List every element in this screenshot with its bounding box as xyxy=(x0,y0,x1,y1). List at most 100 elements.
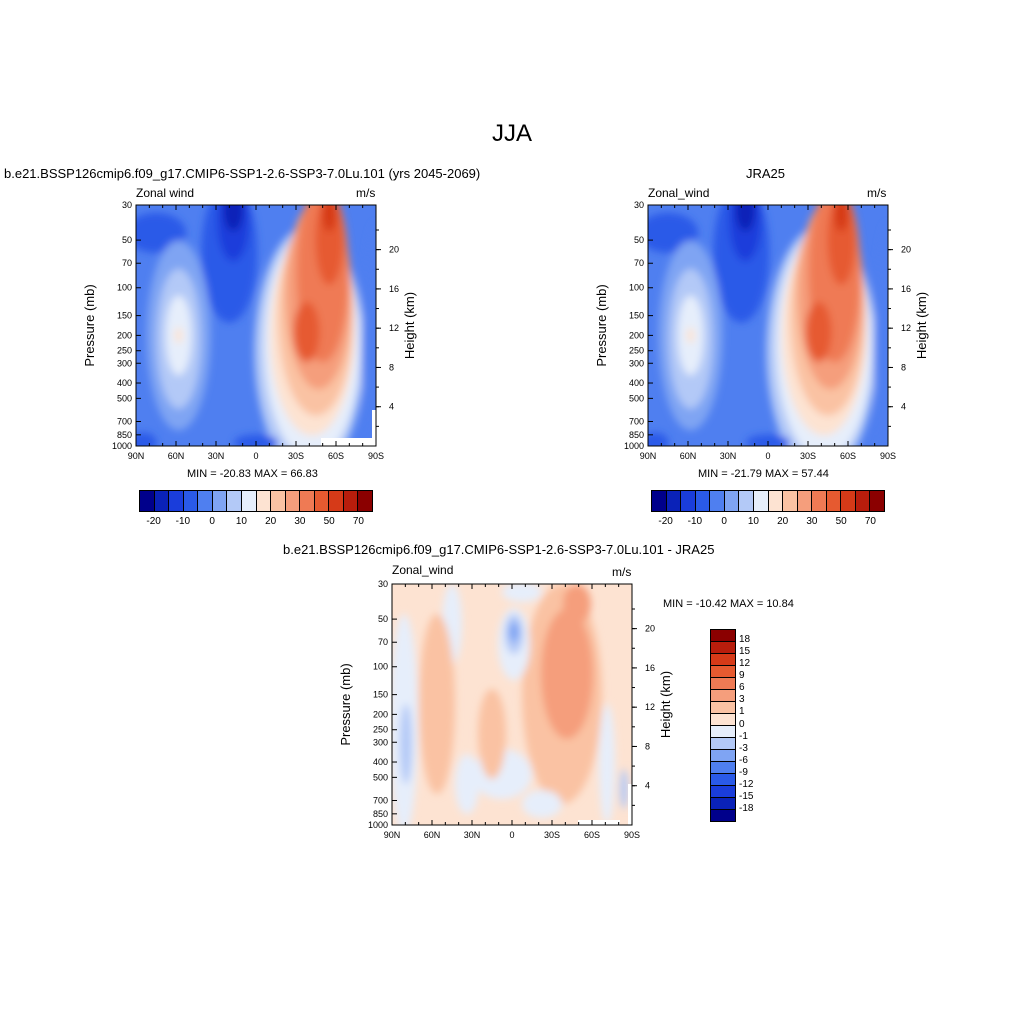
y2-axis-title: Height (km) xyxy=(658,671,673,738)
p-tick-label: 150 xyxy=(117,311,132,321)
missing-data xyxy=(321,438,373,446)
x-tick-label: 30N xyxy=(464,830,481,840)
contour-region-14 xyxy=(599,704,615,824)
p-tick-label: 30 xyxy=(634,200,644,210)
x-tick-label: 60S xyxy=(584,830,600,840)
colorbar-label: -10 xyxy=(175,516,191,527)
h-tick-label: 4 xyxy=(645,781,650,791)
p-tick-label: 1000 xyxy=(112,441,132,451)
p-tick-label: 400 xyxy=(117,378,132,388)
diff-units-label: m/s xyxy=(612,565,632,579)
x-tick-label: 90N xyxy=(384,830,401,840)
colorbar-label: -15 xyxy=(739,790,754,802)
contour-region-16 xyxy=(322,205,337,232)
colorbar-swatch xyxy=(711,810,735,821)
contour-region-19 xyxy=(648,432,669,446)
x-tick-label: 30N xyxy=(720,451,737,461)
colorbar-swatch xyxy=(183,491,199,511)
colorbar-swatch xyxy=(711,750,735,762)
p-tick-label: 250 xyxy=(117,346,132,356)
h-tick-label: 8 xyxy=(389,362,394,372)
contour-region-17 xyxy=(362,223,376,446)
x-tick-label: 30S xyxy=(288,451,304,461)
colorbar-label: 50 xyxy=(835,516,847,527)
colorbar-label: 1 xyxy=(739,706,745,718)
y2-axis-title: Height (km) xyxy=(914,292,929,359)
colorbar-swatch xyxy=(812,491,827,511)
colorbar-swatch xyxy=(140,491,155,511)
p-tick-label: 150 xyxy=(373,690,388,700)
colorbar-swatch xyxy=(711,762,735,774)
missing-data-edge xyxy=(372,410,376,446)
contour-region-18 xyxy=(746,434,790,446)
model-min-max: MIN = -20.83 MAX = 66.83 xyxy=(187,468,318,480)
contour-region-18 xyxy=(234,434,278,446)
colorbar-swatch xyxy=(826,491,842,511)
x-tick-label: 30S xyxy=(800,451,816,461)
obs-units-label: m/s xyxy=(867,186,887,200)
colorbar-swatch xyxy=(241,491,257,511)
p-tick-label: 30 xyxy=(122,200,132,210)
p-tick-label: 70 xyxy=(122,258,132,268)
x-tick-label: 90S xyxy=(368,451,384,461)
colorbar-label: 3 xyxy=(739,694,745,706)
p-tick-label: 700 xyxy=(629,416,644,426)
x-tick-label: 60S xyxy=(840,451,856,461)
x-tick-label: 0 xyxy=(509,830,514,840)
p-tick-label: 200 xyxy=(117,330,132,340)
colorbar-swatch xyxy=(256,491,272,511)
x-tick-label: 90S xyxy=(880,451,896,461)
colorbar-swatch xyxy=(154,491,170,511)
p-tick-label: 100 xyxy=(117,283,132,293)
colorbar-label: -20 xyxy=(658,516,673,527)
y-axis-title: Pressure (mb) xyxy=(594,284,609,366)
colorbar-swatch xyxy=(739,491,754,511)
colorbar-swatch xyxy=(666,491,682,511)
p-tick-label: 500 xyxy=(117,393,132,403)
colorbar-label: 20 xyxy=(265,516,277,527)
obs-min-max: MIN = -21.79 MAX = 57.44 xyxy=(698,468,829,480)
colorbar-label: 10 xyxy=(235,516,247,527)
p-tick-label: 300 xyxy=(629,358,644,368)
diff-contour-plot: 90N 60N 30N 0 30S 60S 90S 30 50 70 100 150 200 250 300… xyxy=(338,579,673,840)
colorbar-swatch xyxy=(783,491,798,511)
colorbar-label: -3 xyxy=(739,742,748,754)
p-tick-label: 1000 xyxy=(624,441,644,451)
h-tick-label: 20 xyxy=(901,245,911,255)
p-tick-label: 300 xyxy=(373,737,388,747)
contour-region-19 xyxy=(136,432,157,446)
colorbar-swatch xyxy=(343,491,359,511)
colorbar-swatch xyxy=(768,491,784,511)
colorbar-label: 12 xyxy=(739,658,751,670)
colorbar-swatch xyxy=(652,491,667,511)
colorbar-label: -18 xyxy=(739,802,754,814)
p-tick-label: 500 xyxy=(373,772,388,782)
x-tick-label: 60N xyxy=(168,451,185,461)
diff-colorbar xyxy=(710,629,736,822)
missing-data-edge xyxy=(628,784,632,825)
colorbar-swatch xyxy=(358,491,372,511)
colorbar-swatch xyxy=(711,738,735,750)
p-tick-label: 30 xyxy=(378,579,388,589)
p-tick-label: 200 xyxy=(629,330,644,340)
colorbar-label: -20 xyxy=(146,516,161,527)
p-tick-label: 250 xyxy=(373,725,388,735)
contour-region-16 xyxy=(834,205,849,232)
colorbar-swatch xyxy=(271,491,286,511)
p-tick-label: 400 xyxy=(373,757,388,767)
colorbar-label: 70 xyxy=(352,516,364,527)
contour-region-16 xyxy=(620,769,628,809)
missing-data xyxy=(578,820,620,825)
p-tick-label: 400 xyxy=(629,378,644,388)
colorbar-label: -10 xyxy=(687,516,703,527)
model-panel-title: b.e21.BSSP126cmip6.f09_g17.CMIP6-SSP1-2.… xyxy=(4,166,481,181)
h-tick-label: 20 xyxy=(389,245,399,255)
colorbar-label: 50 xyxy=(323,516,335,527)
contour-region-13 xyxy=(502,584,542,602)
colorbar-swatch xyxy=(841,491,856,511)
contour-region-1 xyxy=(400,704,412,784)
h-tick-label: 12 xyxy=(389,323,399,333)
p-tick-label: 150 xyxy=(629,311,644,321)
obs-contour-plot: 90N 60N 30N 0 30S 60S 90S 30 50 70 100 150 200 250 300… xyxy=(594,200,929,461)
diff-panel-title: b.e21.BSSP126cmip6.f09_g17.CMIP6-SSP1-2.… xyxy=(283,542,715,557)
